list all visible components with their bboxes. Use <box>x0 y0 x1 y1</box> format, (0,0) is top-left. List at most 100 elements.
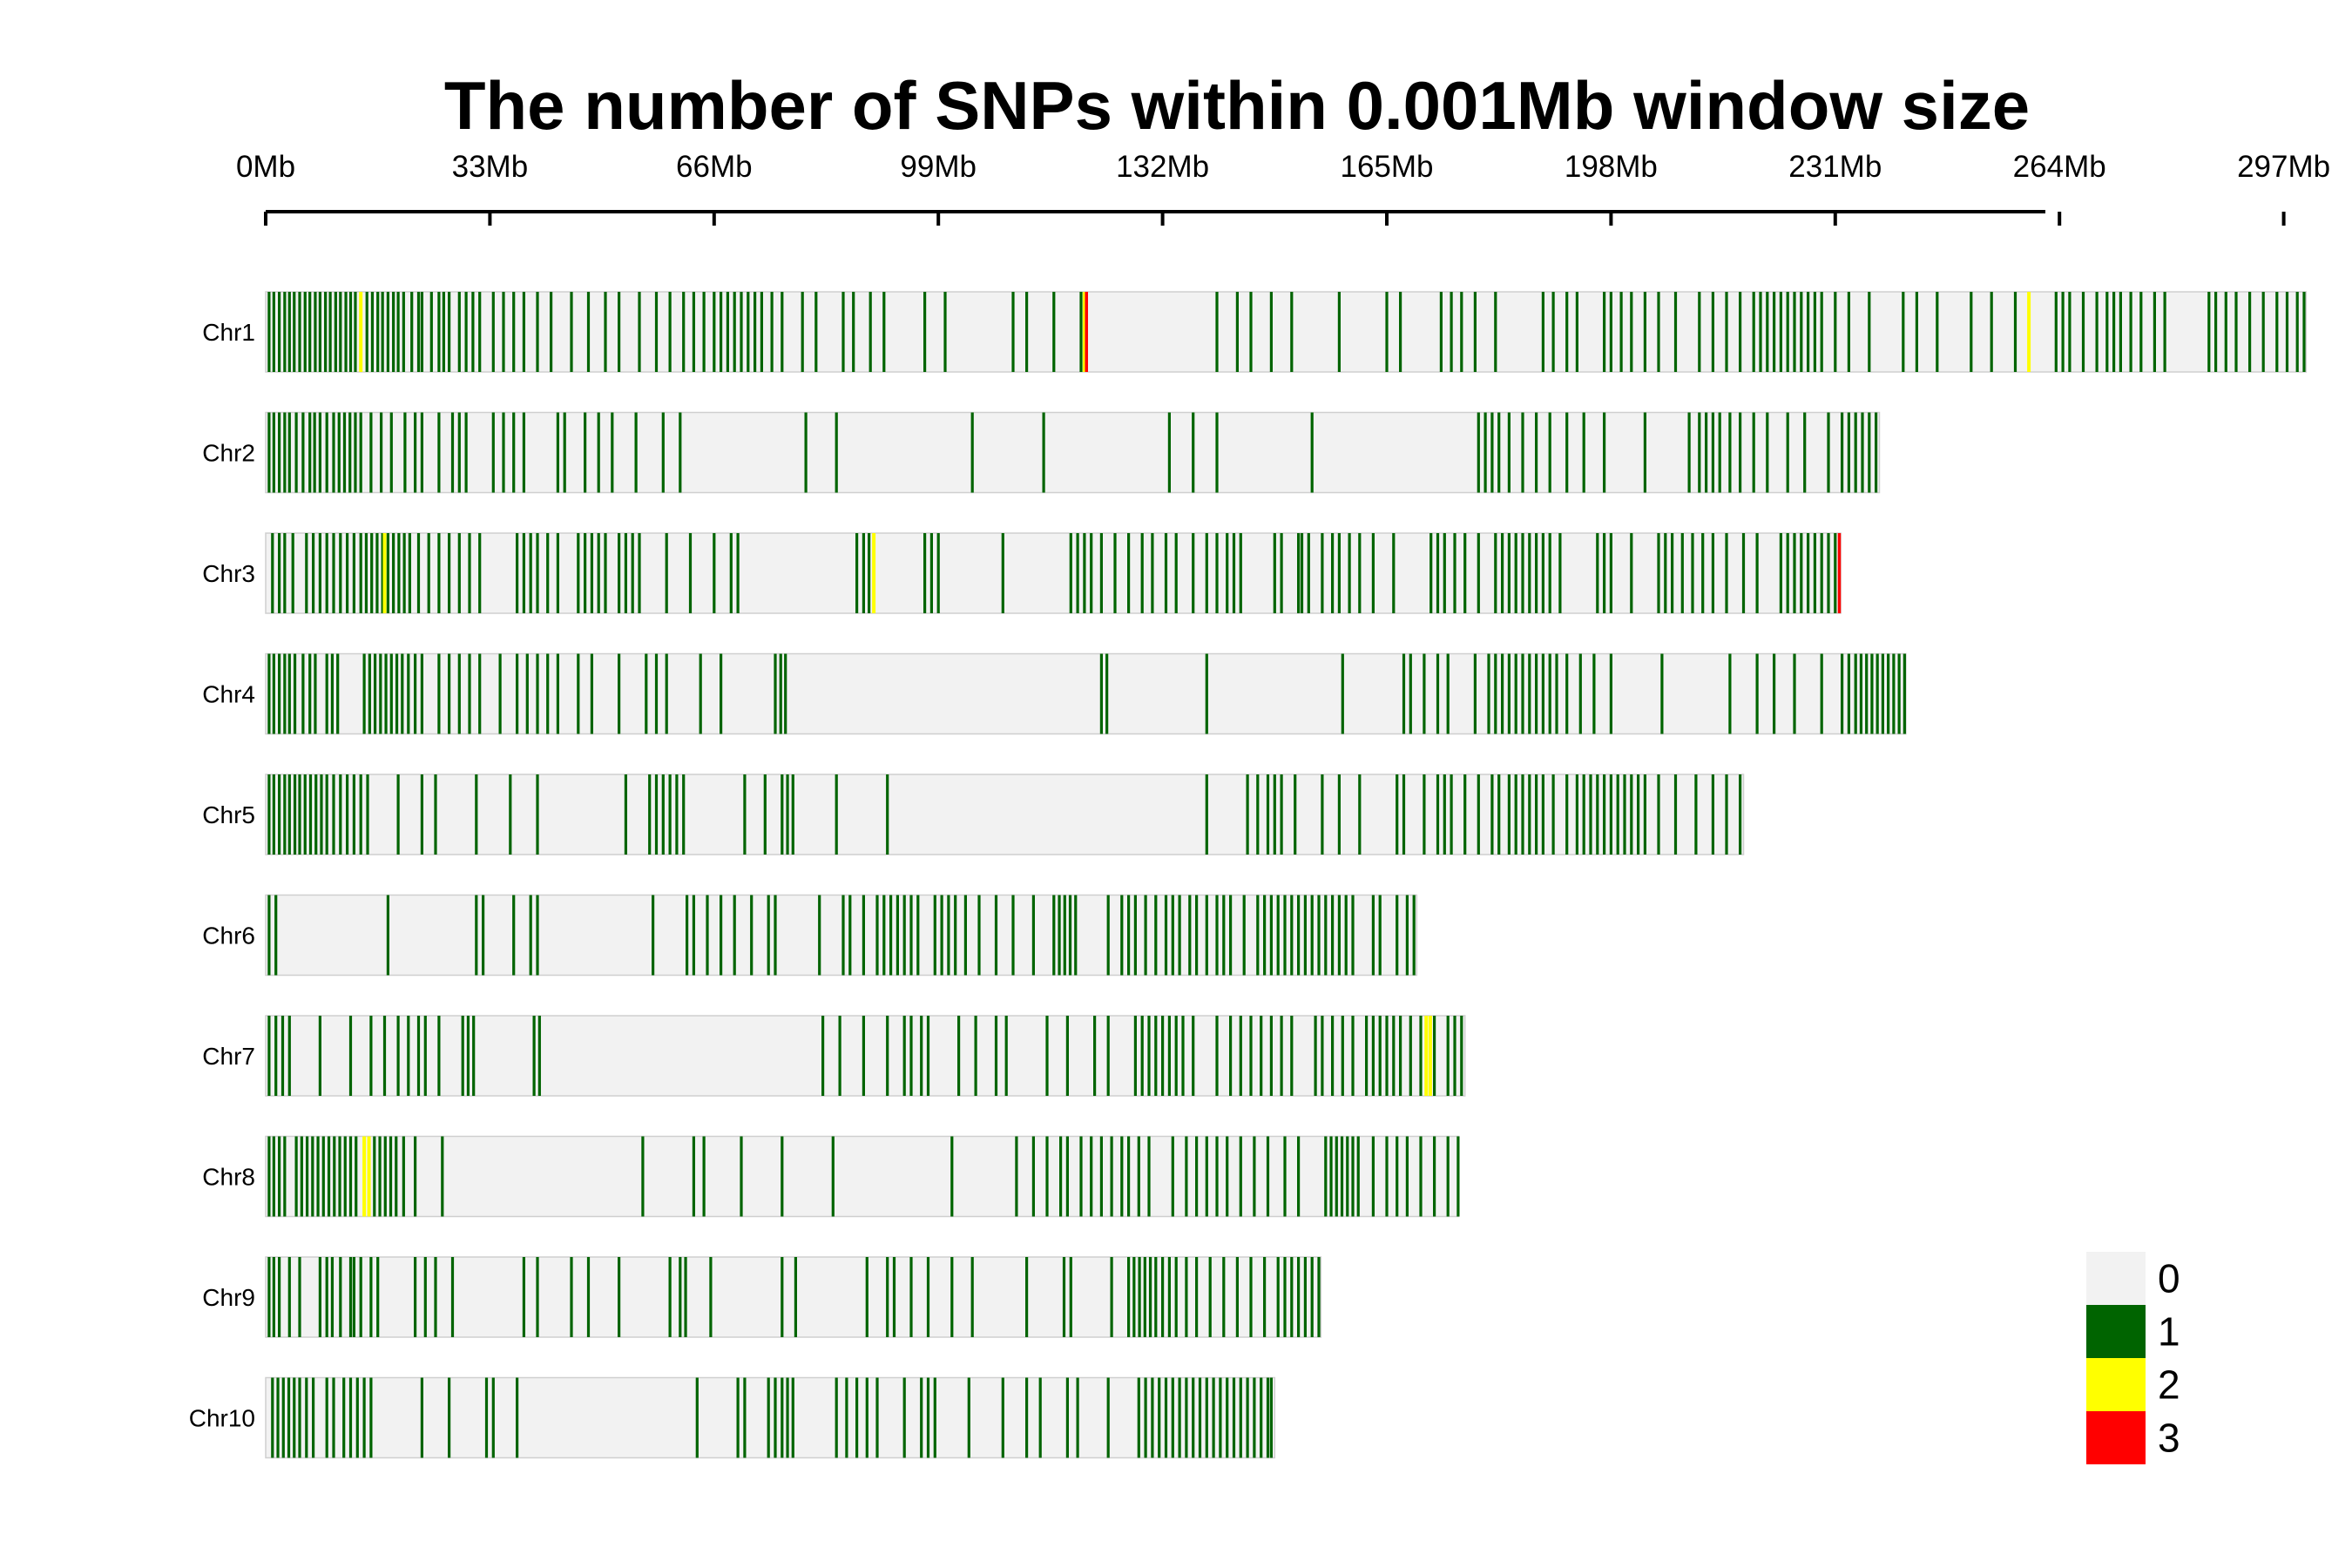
snp-mark-count-1 <box>332 533 335 613</box>
snp-mark-count-1 <box>740 292 743 372</box>
snp-mark-count-1 <box>1208 1257 1212 1337</box>
snp-mark-count-1 <box>1859 653 1863 734</box>
snp-mark-count-1 <box>684 1257 687 1337</box>
snp-mark-count-1 <box>936 533 940 613</box>
snp-mark-count-1 <box>1725 533 1728 613</box>
snp-mark-count-1 <box>1337 533 1341 613</box>
snp-mark-count-1 <box>882 895 886 976</box>
snp-mark-count-1 <box>321 1136 325 1217</box>
snp-mark-count-1 <box>1657 533 1660 613</box>
snp-mark-count-1 <box>1711 533 1714 613</box>
snp-mark-count-1 <box>654 653 659 734</box>
snp-mark-count-1 <box>1409 1016 1412 1096</box>
snp-mark-count-1 <box>308 653 312 734</box>
snp-mark-count-1 <box>1045 1136 1049 1217</box>
snp-mark-count-1 <box>386 292 389 372</box>
snp-mark-count-1 <box>1099 1136 1103 1217</box>
snp-mark-count-1 <box>1198 1377 1202 1458</box>
snp-mark-count-1 <box>638 292 641 372</box>
snp-mark-count-1 <box>381 533 384 613</box>
snp-mark-count-1 <box>314 292 317 372</box>
snp-mark-count-1 <box>379 653 382 734</box>
snp-mark-count-1 <box>1487 653 1490 734</box>
snp-mark-count-1 <box>280 1016 285 1096</box>
snp-mark-count-1 <box>862 895 865 976</box>
snp-mark-count-1 <box>661 412 665 493</box>
snp-mark-count-1 <box>1321 1016 1324 1096</box>
snp-mark-count-1 <box>305 1136 309 1217</box>
snp-mark-count-1 <box>1551 774 1555 855</box>
snp-mark-count-1 <box>1253 1377 1256 1458</box>
snp-mark-count-1 <box>1578 653 1582 734</box>
snp-mark-count-1 <box>1555 653 1558 734</box>
snp-mark-count-1 <box>1657 774 1660 855</box>
snp-mark-count-1 <box>556 533 559 613</box>
snp-mark-count-1 <box>1025 1257 1029 1337</box>
snp-mark-count-1 <box>381 292 384 372</box>
snp-mark-count-1 <box>1290 1257 1294 1337</box>
snp-mark-count-1 <box>529 895 532 976</box>
snp-mark-count-1 <box>401 653 404 734</box>
snp-mark-count-1 <box>461 1016 464 1096</box>
snp-mark-count-1 <box>522 412 525 493</box>
snp-mark-count-1 <box>2153 292 2156 372</box>
snp-mark-count-1 <box>909 1257 913 1337</box>
snp-mark-count-1 <box>1609 653 1612 734</box>
snp-mark-count-1 <box>706 895 709 976</box>
chromosome-label: Chr2 <box>202 440 255 467</box>
snp-mark-count-1 <box>1803 412 1807 493</box>
snp-mark-count-1 <box>1273 774 1276 855</box>
snp-mark-count-1 <box>327 1136 331 1217</box>
snp-mark-count-1 <box>376 292 380 372</box>
snp-mark-count-1 <box>1535 533 1538 613</box>
snp-mark-count-1 <box>1195 1136 1199 1217</box>
snp-mark-count-1 <box>1436 774 1440 855</box>
snp-mark-count-1 <box>396 774 400 855</box>
snp-mark-count-1 <box>318 533 321 613</box>
snp-mark-count-1 <box>287 412 291 493</box>
snp-mark-count-1 <box>1045 1016 1049 1096</box>
snp-mark-count-1 <box>1297 1136 1301 1217</box>
snp-mark-count-1 <box>475 895 478 976</box>
snp-mark-count-1 <box>1365 1016 1369 1096</box>
snp-mark-count-1 <box>1725 774 1728 855</box>
snp-mark-count-1 <box>1558 533 1562 613</box>
snp-mark-count-1 <box>359 412 362 493</box>
snp-mark-count-1 <box>2081 292 2085 372</box>
snp-mark-count-1 <box>1694 774 1698 855</box>
chromosome-label: Chr7 <box>202 1043 255 1070</box>
snp-mark-count-1 <box>1820 292 1823 372</box>
snp-mark-count-1 <box>855 533 859 613</box>
snp-mark-count-1 <box>1834 533 1837 613</box>
snp-mark-count-1 <box>1501 653 1504 734</box>
snp-mark-count-1 <box>1106 1377 1110 1458</box>
snp-mark-count-1 <box>1188 895 1192 976</box>
snp-mark-count-1 <box>896 895 899 976</box>
snp-mark-count-1 <box>352 533 355 613</box>
snp-mark-count-1 <box>1535 653 1538 734</box>
snp-mark-count-1 <box>720 292 723 372</box>
snp-mark-count-1 <box>1307 533 1310 613</box>
snp-mark-count-1 <box>577 533 580 613</box>
snp-mark-count-1 <box>1514 653 1517 734</box>
snp-mark-count-1 <box>1297 895 1301 976</box>
snp-mark-count-1 <box>1548 533 1551 613</box>
snp-mark-count-1 <box>1052 895 1056 976</box>
snp-mark-count-1 <box>1127 533 1131 613</box>
snp-mark-count-1 <box>618 533 621 613</box>
chromosome-label: Chr9 <box>202 1284 255 1311</box>
snp-mark-count-1 <box>1263 895 1267 976</box>
snp-mark-count-1 <box>414 1136 417 1217</box>
snp-mark-count-1 <box>386 533 389 613</box>
snp-mark-count-1 <box>916 895 920 976</box>
snp-mark-count-1 <box>272 1257 275 1337</box>
snp-mark-count-1 <box>283 653 287 734</box>
snp-mark-count-1 <box>1589 774 1592 855</box>
snp-mark-count-1 <box>1011 895 1015 976</box>
snp-mark-count-1 <box>348 292 353 372</box>
snp-mark-count-1 <box>1779 292 1782 372</box>
chromosome-track: Chr9 <box>202 1256 1322 1338</box>
snp-mark-count-1 <box>2285 292 2289 372</box>
snp-mark-count-1 <box>1222 895 1226 976</box>
snp-mark-count-1 <box>512 895 516 976</box>
